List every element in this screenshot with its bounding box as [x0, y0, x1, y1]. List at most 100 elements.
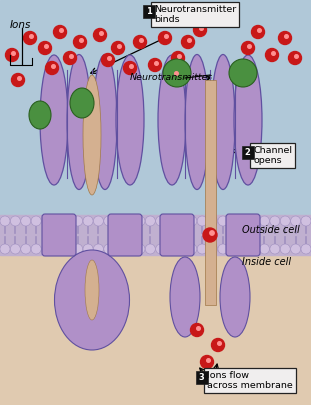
Circle shape	[93, 216, 104, 226]
Circle shape	[229, 59, 257, 87]
Circle shape	[21, 216, 31, 226]
Circle shape	[285, 35, 288, 38]
Circle shape	[112, 41, 124, 55]
Circle shape	[123, 62, 137, 75]
Ellipse shape	[40, 55, 68, 185]
Circle shape	[266, 49, 278, 62]
Circle shape	[193, 23, 207, 36]
Bar	[0, 0, 311, 255]
Circle shape	[218, 342, 221, 345]
Text: Ions: Ions	[10, 20, 31, 30]
Circle shape	[228, 216, 238, 226]
Circle shape	[135, 216, 145, 226]
Circle shape	[52, 244, 62, 254]
Circle shape	[166, 216, 176, 226]
Circle shape	[301, 244, 311, 254]
FancyBboxPatch shape	[108, 214, 142, 256]
Circle shape	[228, 244, 238, 254]
Circle shape	[182, 36, 194, 49]
Circle shape	[197, 327, 200, 330]
Circle shape	[176, 216, 187, 226]
Circle shape	[278, 32, 291, 45]
Ellipse shape	[211, 55, 235, 190]
Circle shape	[45, 62, 58, 75]
Ellipse shape	[116, 55, 144, 185]
Circle shape	[165, 35, 168, 38]
Circle shape	[187, 216, 197, 226]
Text: Neurotransmitter: Neurotransmitter	[130, 73, 212, 82]
Circle shape	[60, 29, 63, 32]
Circle shape	[62, 216, 72, 226]
Text: Ions flow
across membrane: Ions flow across membrane	[207, 371, 293, 390]
Text: 3: 3	[199, 373, 204, 382]
Circle shape	[31, 216, 41, 226]
Circle shape	[73, 244, 83, 254]
Circle shape	[218, 244, 228, 254]
Circle shape	[73, 216, 83, 226]
Circle shape	[207, 216, 218, 226]
Ellipse shape	[234, 55, 262, 185]
Circle shape	[175, 72, 178, 75]
Circle shape	[0, 216, 10, 226]
Circle shape	[41, 244, 52, 254]
Circle shape	[135, 244, 145, 254]
Text: Inside cell: Inside cell	[242, 257, 291, 267]
Circle shape	[104, 216, 114, 226]
Circle shape	[270, 216, 280, 226]
Circle shape	[280, 216, 290, 226]
Circle shape	[200, 27, 203, 30]
Circle shape	[169, 68, 182, 81]
Text: Outside cell: Outside cell	[242, 225, 300, 235]
Circle shape	[210, 231, 214, 235]
Circle shape	[118, 45, 121, 48]
Circle shape	[290, 216, 301, 226]
Circle shape	[70, 55, 73, 58]
Ellipse shape	[170, 257, 200, 337]
Circle shape	[259, 244, 270, 254]
Circle shape	[100, 32, 103, 35]
Bar	[0, 255, 311, 405]
Circle shape	[104, 244, 114, 254]
Circle shape	[289, 51, 301, 64]
Circle shape	[10, 216, 21, 226]
Text: 1: 1	[146, 7, 151, 16]
Circle shape	[270, 244, 280, 254]
Circle shape	[10, 244, 21, 254]
Circle shape	[83, 244, 93, 254]
FancyBboxPatch shape	[226, 214, 260, 256]
Circle shape	[197, 244, 207, 254]
Circle shape	[163, 59, 191, 87]
Ellipse shape	[93, 55, 117, 190]
Circle shape	[155, 62, 158, 65]
Circle shape	[188, 39, 191, 42]
Circle shape	[187, 244, 197, 254]
FancyBboxPatch shape	[160, 214, 194, 256]
Circle shape	[52, 65, 55, 68]
Circle shape	[62, 244, 72, 254]
Circle shape	[63, 51, 77, 64]
Circle shape	[159, 32, 171, 45]
Circle shape	[39, 41, 52, 55]
Circle shape	[280, 244, 290, 254]
Circle shape	[101, 53, 114, 66]
Circle shape	[203, 228, 217, 242]
Circle shape	[130, 65, 133, 68]
Circle shape	[114, 244, 124, 254]
Ellipse shape	[158, 55, 186, 185]
Circle shape	[114, 216, 124, 226]
Circle shape	[191, 324, 203, 337]
Circle shape	[12, 73, 25, 87]
Circle shape	[30, 35, 33, 38]
Circle shape	[197, 216, 207, 226]
Circle shape	[252, 26, 264, 38]
Circle shape	[272, 52, 275, 55]
Circle shape	[248, 45, 251, 48]
Ellipse shape	[220, 257, 250, 337]
Circle shape	[53, 26, 67, 38]
Circle shape	[249, 216, 259, 226]
Text: Channel
opens: Channel opens	[253, 146, 292, 165]
FancyBboxPatch shape	[242, 145, 253, 158]
Circle shape	[0, 244, 10, 254]
Text: Neurotransmitter
binds: Neurotransmitter binds	[154, 5, 236, 24]
Circle shape	[80, 39, 83, 42]
